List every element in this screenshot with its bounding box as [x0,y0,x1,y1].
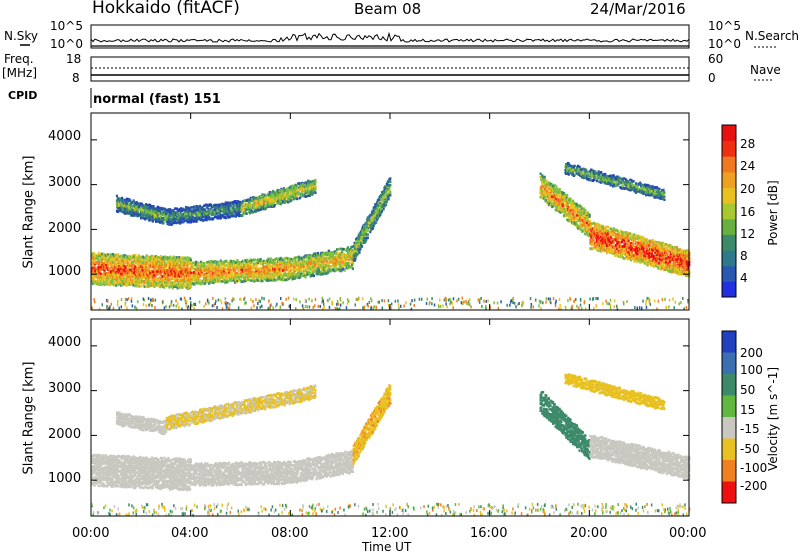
vel-cbar-tick-50: 50 [740,383,756,397]
nsky-label: N.Sky [4,29,39,43]
velocity-colorbar-segment [722,460,736,482]
x-tick-4: 16:00 [470,526,508,541]
power-y-tick-4000: 4000 [48,129,82,144]
velocity-colorbar-segment [722,352,736,375]
power-cbar-tick-8: 8 [740,249,748,263]
x-tick-3: 12:00 [371,526,409,541]
freq-label: Freq. [4,52,34,66]
velocity-colorbar-segment [722,374,736,396]
velocity-y-tick-1000: 1000 [48,471,82,486]
power-colorbar-segment [722,187,736,204]
power-colorbar-segment [722,125,736,142]
power-colorbar-frame [721,124,737,298]
freq-tick-top: 18 [66,52,82,66]
cpid-text: normal (fast) 151 [93,92,221,107]
freq-unit-label: [MHz] [2,66,38,80]
power-colorbar-segment [722,265,736,282]
nsky-trace [90,31,690,44]
nave-tick-top: 60 [708,52,724,66]
freq-tick-bottom: 8 [72,71,80,85]
velocity-colorbar-segment [722,417,736,439]
velocity-colorbar-segment [722,481,736,504]
power-y-tick-2000: 2000 [48,221,82,236]
x-tick-1: 04:00 [171,526,209,541]
power-y-tick-3000: 3000 [48,175,82,190]
power-colorbar-segment [722,218,736,235]
power-colorbar-segment [722,156,736,173]
nsearch-label: N.Search [745,29,800,43]
nsky-right-tick-bottom: 10^0 [708,37,741,51]
x-axis-label: Time UT [362,540,412,554]
nave-tick-bottom: 0 [708,71,716,85]
velocity-colorbar-segment [722,395,736,418]
date-title: 24/Mar/2016 [590,0,686,18]
x-tick-6: 00:00 [669,526,707,541]
vel-cbar-tick-m200: -200 [740,479,768,493]
velocity-y-tick-4000: 4000 [48,335,82,350]
vel-cbar-tick-m50: -50 [740,442,760,456]
power-colorbar-segment [722,281,736,298]
vel-cbar-tick-100: 100 [740,363,763,377]
velocity-colorbar-frame [721,330,737,504]
x-tick-2: 08:00 [271,526,309,541]
power-heatmap-cells [91,161,691,311]
power-cbar-tick-28: 28 [740,137,756,151]
nsky-right-tick-top: 10^5 [708,19,741,33]
power-cbar-tick-4: 4 [740,271,748,285]
power-cbar-tick-16: 16 [740,205,756,219]
nsky-left-tick-top: 10^5 [50,19,83,33]
velocity-y-tick-3000: 3000 [48,381,82,396]
beam-title: Beam 08 [354,0,422,18]
power-colorbar-segment [722,203,736,220]
freq-strip-frame [90,56,690,82]
x-tick-5: 20:00 [570,526,608,541]
vel-cbar-tick-m15: -15 [740,422,760,436]
power-cbar-tick-24: 24 [740,159,756,173]
power-colorbar-segment [722,140,736,157]
power-colorbar-segment [722,234,736,251]
vel-cbar-tick-15: 15 [740,403,756,417]
velocity-heatmap-cells [91,373,691,517]
station-title: Hokkaido (fitACF) [92,0,240,18]
velocity-colorbar-segment [722,331,736,353]
vel-cbar-tick-m100: -100 [740,461,768,475]
nsky-left-tick-bottom: 10^0 [50,37,83,51]
velocity-colorbar-segment [722,438,736,461]
vel-cbar-tick-200: 200 [740,346,763,360]
power-colorbar-segment [722,250,736,267]
power-cbar-tick-20: 20 [740,182,756,196]
nsky-strip-frame [90,24,690,49]
x-tick-0: 00:00 [72,526,110,541]
power-y-tick-1000: 1000 [48,264,82,279]
nave-label: Nave [750,63,781,77]
cpid-label: CPID [8,89,38,102]
velocity-y-tick-2000: 2000 [48,427,82,442]
power-cbar-tick-12: 12 [740,227,756,241]
power-colorbar-segment [722,171,736,188]
